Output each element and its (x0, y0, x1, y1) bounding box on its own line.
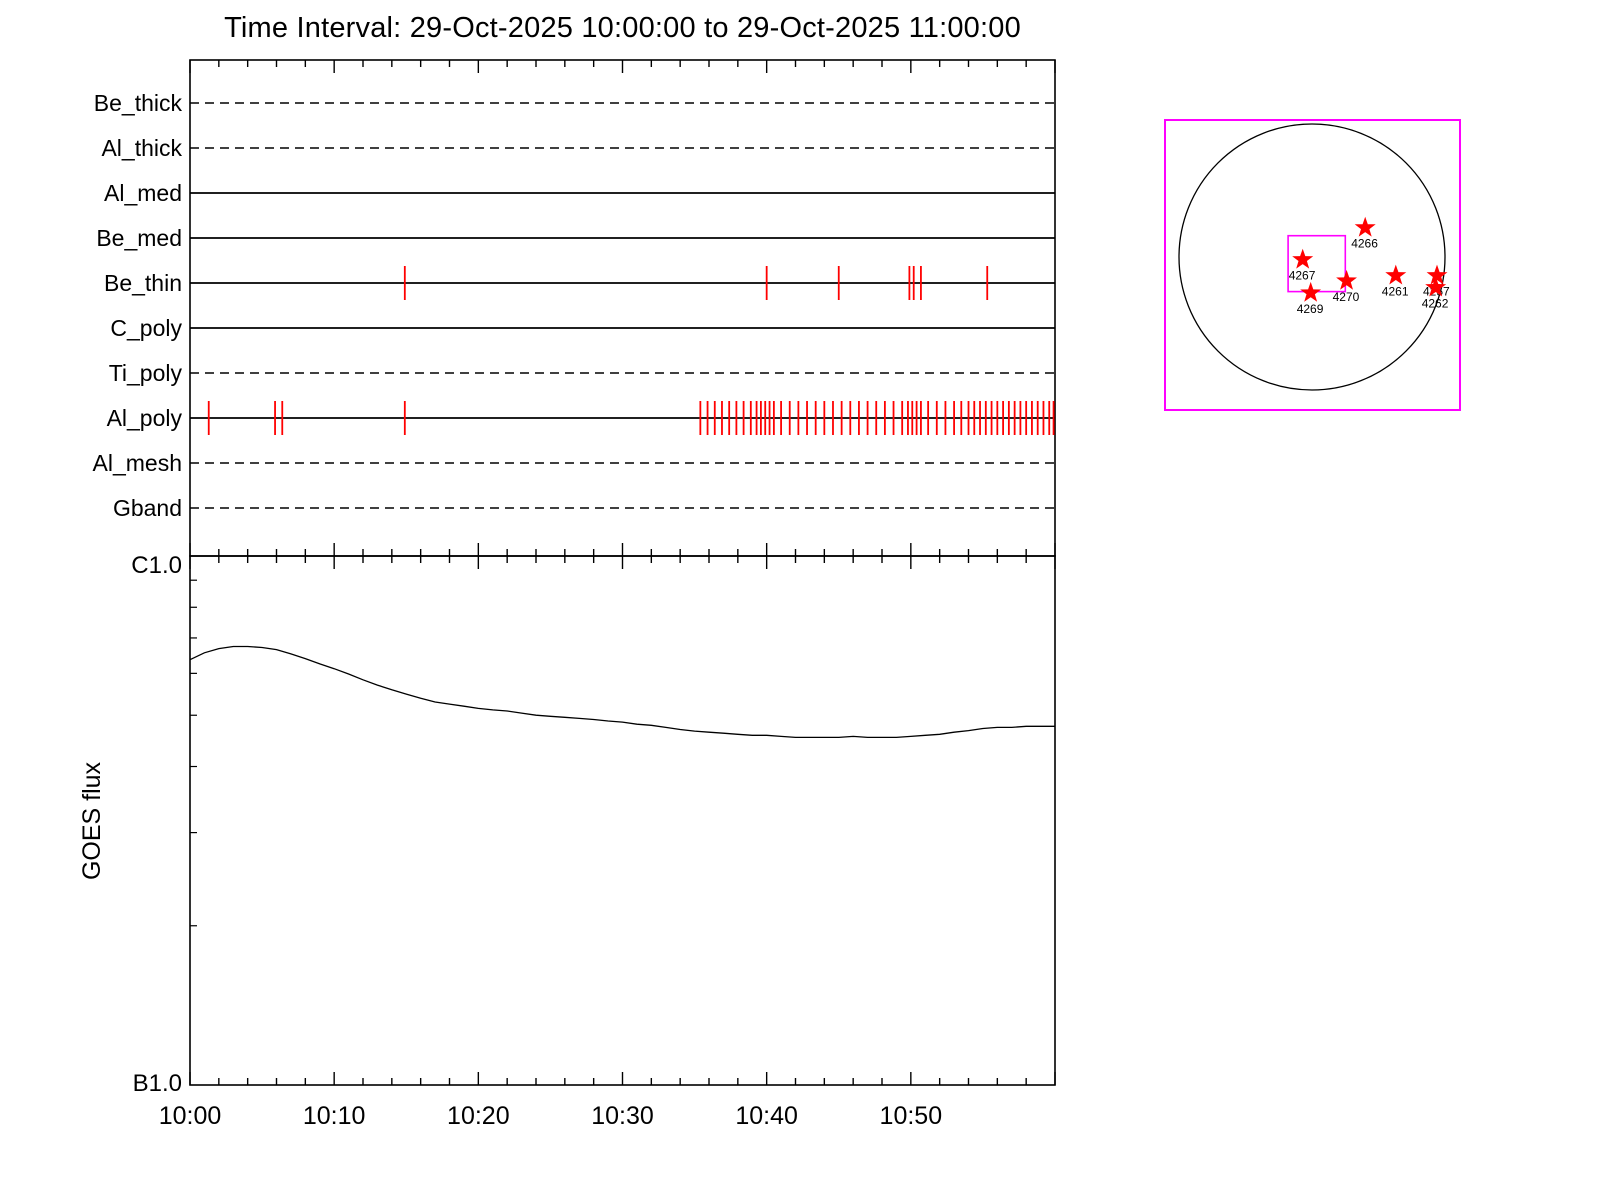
active-region-label: 4262 (1422, 297, 1449, 311)
y-axis-title: GOES flux (78, 761, 106, 880)
map-frame (1164, 119, 1461, 411)
active-region-label: 4266 (1351, 237, 1378, 251)
goes-panel-border (189, 555, 1056, 1086)
x-tick-label: 10:50 (880, 1102, 943, 1130)
y-axis-top-label: C1.0 (131, 552, 182, 579)
channel-label: C_poly (110, 315, 182, 341)
active-region-star-icon (1426, 264, 1448, 285)
solar-limb-circle (1178, 123, 1446, 391)
goes-flux-curve (189, 645, 1055, 739)
timeline-panel-border (189, 59, 1056, 557)
channel-label: Be_thin (104, 270, 182, 296)
figure-title: Time Interval: 29-Oct-2025 10:00:00 to 2… (224, 12, 1021, 44)
active-region-label: 4269 (1297, 302, 1324, 316)
active-region-star-icon (1300, 281, 1322, 302)
active-region-label: 4267 (1289, 269, 1316, 283)
x-tick-label: 10:10 (303, 1102, 366, 1130)
channel-label: Al_poly (107, 405, 183, 431)
y-axis-bottom-label: B1.0 (133, 1070, 182, 1097)
channel-label: Al_mesh (93, 450, 182, 476)
channel-label: Ti_poly (109, 360, 183, 386)
x-tick-label: 10:00 (159, 1102, 222, 1130)
x-tick-label: 10:20 (447, 1102, 510, 1130)
active-region-star-icon (1385, 264, 1407, 285)
channel-label: Be_thick (94, 90, 183, 116)
active-region-label: 4261 (1382, 285, 1409, 299)
active-region-star-icon (1336, 269, 1357, 290)
x-tick-label: 10:40 (735, 1102, 798, 1130)
active-region-label: 4270 (1333, 290, 1360, 304)
channel-label: Al_med (104, 180, 182, 206)
active-region-star-icon (1425, 276, 1447, 297)
channel-label: Gband (113, 495, 182, 521)
x-tick-label: 10:30 (591, 1102, 654, 1130)
active-region-star-icon (1292, 248, 1314, 269)
active-region-star-icon (1354, 216, 1376, 237)
fov-box (1287, 234, 1347, 293)
channel-label: Be_med (96, 225, 182, 251)
channel-label: Al_thick (101, 135, 182, 161)
